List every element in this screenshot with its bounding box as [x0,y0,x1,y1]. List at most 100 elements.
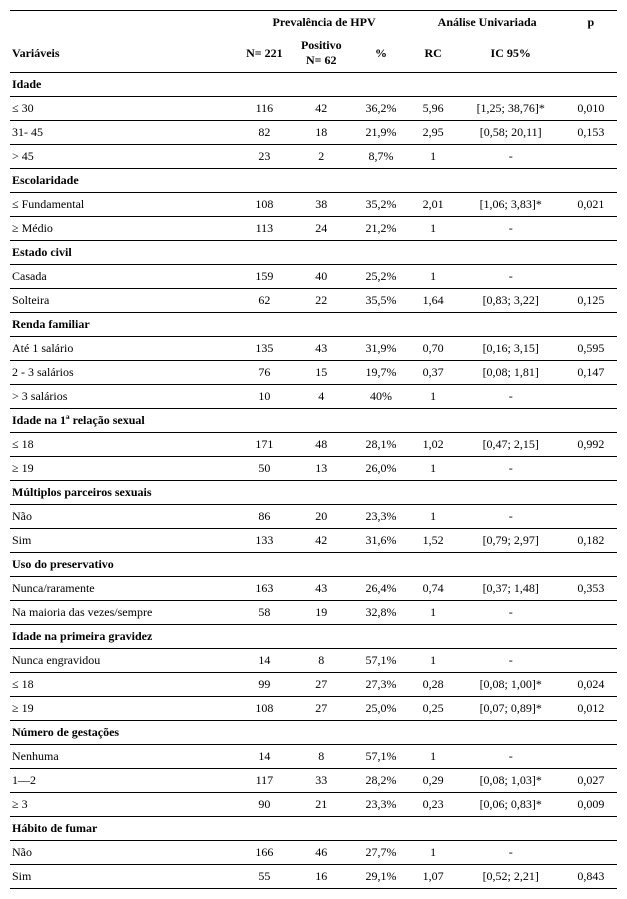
table-cell: 32,8% [353,601,410,625]
table-cell: 55 [239,865,290,889]
table-row: Nunca engravidou14857,1%1- [10,649,617,673]
table-cell: 117 [239,769,290,793]
table-cell: 0,37 [410,361,457,385]
table-cell: 19,7% [353,361,410,385]
table-row: Nenhuma14857,1%1- [10,745,617,769]
table-cell [565,385,617,409]
table-cell: - [457,649,565,673]
table-cell: 16 [290,865,352,889]
table-cell: 0,153 [565,121,617,145]
table-cell: 0,353 [565,577,617,601]
table-cell: 18 [290,121,352,145]
table-cell: [0,52; 2,21] [457,865,565,889]
table-cell: 0,595 [565,337,617,361]
table-cell: 0,182 [565,529,617,553]
header-group-prevalencia: Prevalência de HPV [239,11,410,35]
table-cell: 0,843 [565,865,617,889]
table-cell: ≤ 18 [10,433,239,457]
table-row: 31- 45821821,9%2,95[0,58; 20,11]0,153 [10,121,617,145]
table-cell: 15 [290,361,352,385]
table-cell: [0,08; 1,00]* [457,673,565,697]
table-cell: 113 [239,217,290,241]
table-cell: 0,027 [565,769,617,793]
table-cell: 159 [239,265,290,289]
table-cell: - [457,745,565,769]
table-row: Sim1334231,6%1,52[0,79; 2,97]0,182 [10,529,617,553]
table-cell: 29,1% [353,865,410,889]
table-cell: [0,16; 3,15] [457,337,565,361]
section-label: Múltiplos parceiros sexuais [10,481,617,505]
table-cell: - [457,505,565,529]
table-row: ≤ 301164236,2%5,96[1,25; 38,76]*0,010 [10,97,617,121]
table-cell: 1,64 [410,289,457,313]
table-cell: 43 [290,337,352,361]
table-cell: 35,5% [353,289,410,313]
table-cell: Casada [10,265,239,289]
table-cell: 42 [290,529,352,553]
table-cell: 24 [290,217,352,241]
table-cell: 25,0% [353,697,410,721]
table-cell: 57,1% [353,745,410,769]
table-cell: ≤ 18 [10,673,239,697]
table-row: ≥ Médio1132421,2%1- [10,217,617,241]
table-cell: 23,3% [353,505,410,529]
table-cell: - [457,145,565,169]
table-cell: Nenhuma [10,745,239,769]
table-cell [565,145,617,169]
table-cell: 1 [410,745,457,769]
table-row: ≥ 191082725,0%0,25[0,07; 0,89]*0,012 [10,697,617,721]
section-label: Idade na primeira gravidez [10,625,617,649]
table-cell: 1,52 [410,529,457,553]
table-row: 1—21173328,2%0,29[0,08; 1,03]*0,027 [10,769,617,793]
table-cell: ≥ Médio [10,217,239,241]
table-cell: 0,009 [565,793,617,817]
section-label: Número de gestações [10,721,617,745]
table-cell: 33 [290,769,352,793]
table-cell: [0,79; 2,97] [457,529,565,553]
table-cell: ≥ 3 [10,793,239,817]
table-cell: - [457,841,565,865]
table-cell: 2,95 [410,121,457,145]
section-label: Idade [10,73,617,97]
hpv-prevalence-table: Prevalência de HPV Análise Univariada p … [10,10,617,889]
table-cell: 22 [290,289,352,313]
table-cell: 1,07 [410,865,457,889]
table-cell: Na maioria das vezes/sempre [10,601,239,625]
table-cell: 135 [239,337,290,361]
table-cell: Não [10,505,239,529]
table-row: ≥ 3902123,3%0,23[0,06; 0,83]*0,009 [10,793,617,817]
table-cell: [0,08; 1,81] [457,361,565,385]
section-label: Renda familiar [10,313,617,337]
table-cell: 35,2% [353,193,410,217]
table-cell: 0,74 [410,577,457,601]
table-cell: [0,47; 2,15] [457,433,565,457]
table-cell: 8,7% [353,145,410,169]
table-cell: [0,58; 20,11] [457,121,565,145]
table-cell: - [457,457,565,481]
table-cell: 0,29 [410,769,457,793]
table-cell: 13 [290,457,352,481]
table-cell: 171 [239,433,290,457]
header-n-total: N= 221 [239,34,290,73]
section-label: Idade na 1ª relação sexual [10,409,617,433]
table-cell: 0,25 [410,697,457,721]
table-cell: 23 [239,145,290,169]
table-cell: 43 [290,577,352,601]
table-cell: 20 [290,505,352,529]
table-cell: 82 [239,121,290,145]
section-label: Estado civil [10,241,617,265]
table-cell: ≥ 19 [10,697,239,721]
table-cell: 42 [290,97,352,121]
table-cell: ≤ 30 [10,97,239,121]
table-cell: [0,83; 3,22] [457,289,565,313]
table-row: Não862023,3%1- [10,505,617,529]
table-cell: 108 [239,697,290,721]
table-cell: Solteira [10,289,239,313]
table-cell: 163 [239,577,290,601]
table-cell: - [457,217,565,241]
table-cell: - [457,385,565,409]
table-row: ≤ 18992727,3%0,28[0,08; 1,00]*0,024 [10,673,617,697]
table-cell: 27,3% [353,673,410,697]
table-cell: 2 - 3 salários [10,361,239,385]
table-cell [565,601,617,625]
